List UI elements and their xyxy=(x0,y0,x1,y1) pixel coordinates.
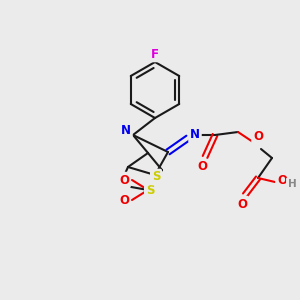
Text: S: S xyxy=(152,170,160,184)
Text: S: S xyxy=(146,184,154,196)
Text: N: N xyxy=(121,124,131,136)
Text: O: O xyxy=(237,197,247,211)
Text: H: H xyxy=(288,179,296,189)
Text: F: F xyxy=(151,47,159,61)
Text: N: N xyxy=(190,128,200,142)
Text: O: O xyxy=(119,173,129,187)
Text: O: O xyxy=(253,130,263,143)
Text: O: O xyxy=(119,194,129,206)
Text: O: O xyxy=(277,173,287,187)
Text: O: O xyxy=(197,160,207,173)
